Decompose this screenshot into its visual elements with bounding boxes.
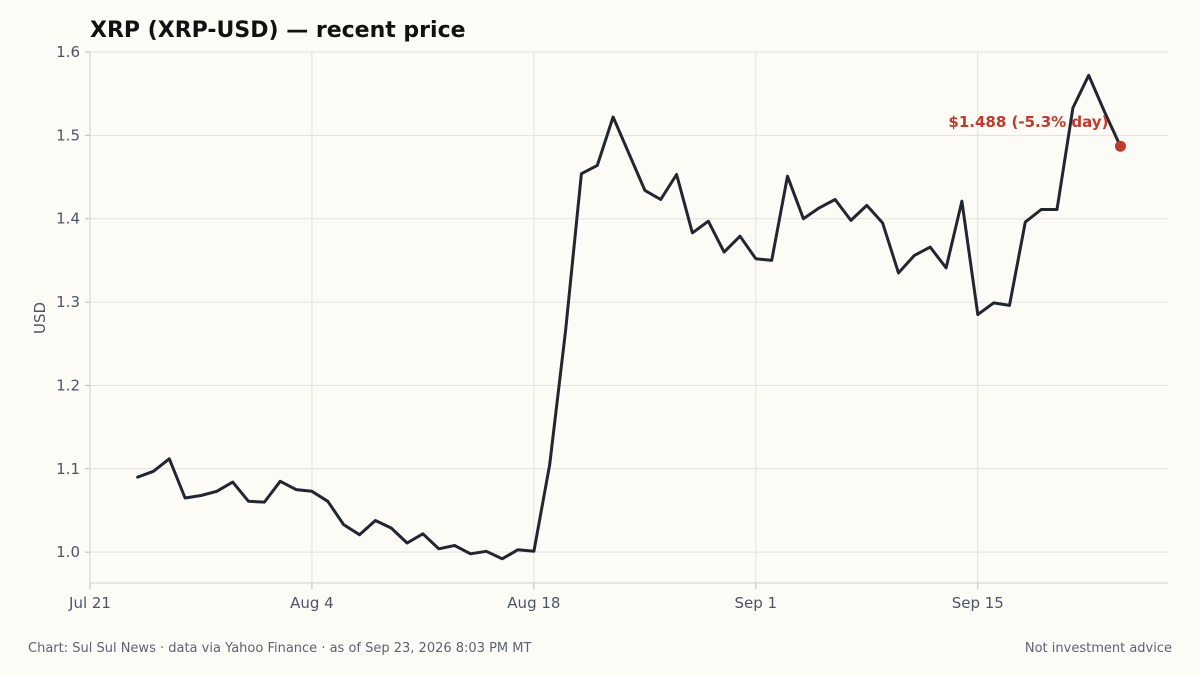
series [136,73,1122,561]
axes: 1.0 1.1 1.2 1.3 1.4 1.5 1.6 Jul 21 Aug 4 Aug 18 Se… [56,43,1168,612]
last-price-annotation: $1.488 (-5.3% day) [948,113,1108,131]
chart-title: XRP (XRP-USD) — recent price [90,18,466,43]
y-tick-label: 1.0 [56,543,80,561]
y-tick-label: 1.6 [56,43,80,61]
y-tick-label: 1.5 [56,126,80,144]
annotations: $1.488 (-5.3% day) [948,113,1126,152]
price-line [136,73,1122,561]
y-tick-label: 1.3 [56,293,80,311]
x-tick-label: Jul 21 [68,594,111,612]
y-tick-label: 1.1 [56,460,80,478]
last-price-marker [1114,140,1126,152]
x-tick-label: Aug 4 [290,594,334,612]
y-tick-label: 1.4 [56,210,80,228]
footer-disclaimer: Not investment advice [1025,641,1172,656]
x-tick-label: Sep 1 [735,594,778,612]
y-axis-label: USD [31,302,49,334]
x-tick-label: Sep 15 [952,594,1004,612]
grid [89,51,1168,583]
x-tick-label: Aug 18 [507,594,560,612]
footer-source: Chart: Sul Sul News · data via Yahoo Fin… [28,641,531,656]
y-tick-label: 1.2 [56,376,80,394]
